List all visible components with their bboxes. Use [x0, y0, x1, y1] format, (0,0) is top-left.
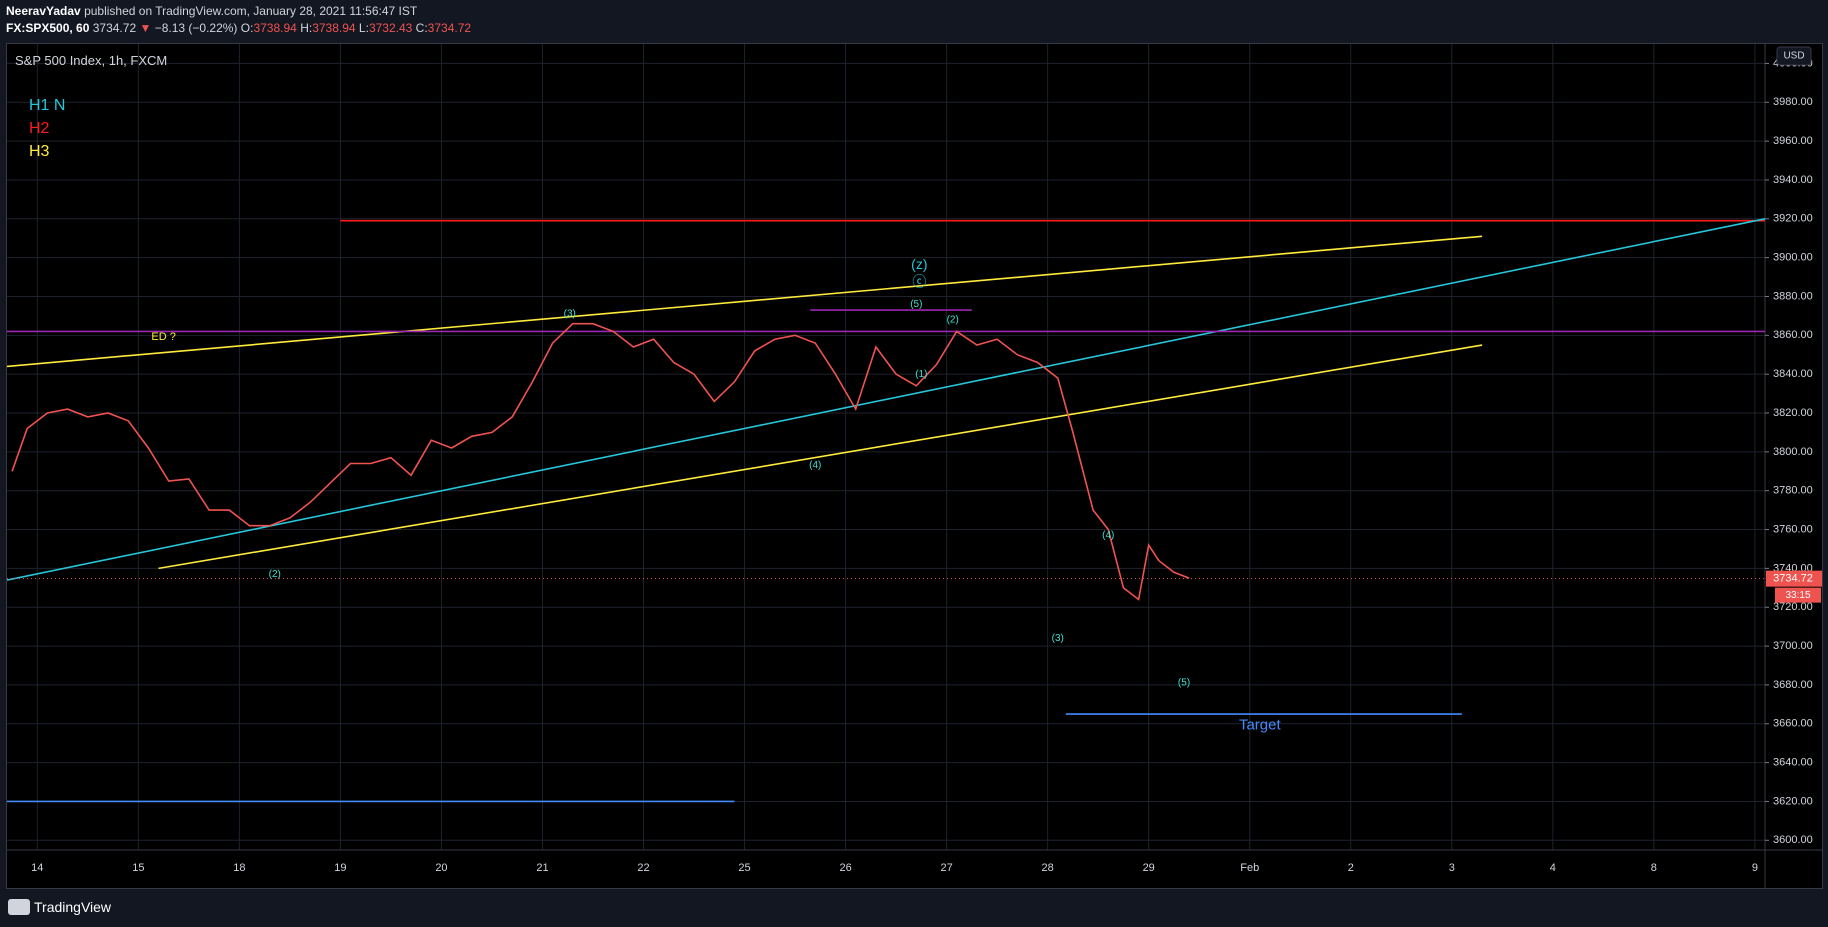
- x-tick-label: 9: [1752, 862, 1758, 874]
- y-tick-label: 3760.00: [1773, 523, 1813, 535]
- x-tick-label: 18: [233, 862, 245, 874]
- high-value: 3738.94: [312, 21, 356, 35]
- countdown-badge: [1775, 587, 1821, 603]
- low-label: L:: [358, 21, 369, 35]
- last-price-label: 3734.72: [1773, 573, 1813, 585]
- footer: TradingView: [0, 889, 1828, 927]
- publish-text: published on TradingView.com, January 28…: [80, 4, 418, 18]
- y-tick-label: 3820.00: [1773, 407, 1813, 419]
- wave-label: (4): [1102, 530, 1114, 541]
- x-tick-label: 2: [1348, 862, 1354, 874]
- low-value: 3732.43: [368, 21, 413, 35]
- x-tick-label: 15: [132, 862, 144, 874]
- x-tick-label: 22: [637, 862, 649, 874]
- publish-info: NeeravYadav published on TradingView.com…: [6, 4, 417, 18]
- open-label: O:: [240, 21, 254, 35]
- x-tick-label: 27: [940, 862, 952, 874]
- y-tick-label: 3900.00: [1773, 252, 1813, 264]
- ohlc-line: FX:SPX500, 60 3734.72 ▼ −8.13 (−0.22%) O…: [6, 21, 471, 35]
- symbol-name: FX:SPX500, 60: [6, 21, 90, 35]
- last-price-badge: [1766, 570, 1822, 587]
- x-tick-label: 21: [536, 862, 548, 874]
- x-tick-label: 25: [738, 862, 750, 874]
- legend-item: H3: [29, 143, 50, 160]
- y-tick-label: 3720.00: [1773, 601, 1813, 613]
- y-tick-label: 3840.00: [1773, 368, 1813, 380]
- open-value: 3738.94: [253, 21, 297, 35]
- x-tick-label: 14: [31, 862, 43, 874]
- chart-area[interactable]: 3600.00 3620.00 3640.00 3660.00 3680.00 3700.…: [6, 43, 1823, 889]
- wave-label: (3): [564, 309, 576, 320]
- x-tick-label: 28: [1042, 862, 1054, 874]
- price-change: −8.13 (−0.22%): [154, 21, 238, 35]
- close-value: 3734.72: [427, 21, 472, 35]
- annotation-label: (z): [911, 256, 927, 272]
- legend-item: H1 N: [29, 97, 65, 114]
- y-tick-label: 3600.00: [1773, 834, 1813, 846]
- wave-label: (3): [1052, 633, 1064, 644]
- y-tick-label: 3700.00: [1773, 640, 1813, 652]
- brand-name[interactable]: TradingView: [34, 899, 112, 915]
- x-tick-label: 8: [1651, 862, 1657, 874]
- wave-label: (1): [915, 369, 927, 380]
- close-label: C:: [415, 21, 428, 35]
- y-tick-label: 3960.00: [1773, 135, 1813, 147]
- high-label: H:: [300, 21, 313, 35]
- down-arrow-icon: ▼: [139, 21, 152, 35]
- price-plot[interactable]: 3600.00 3620.00 3640.00 3660.00 3680.00 3700.…: [7, 44, 1822, 888]
- wave-label: (5): [910, 299, 922, 310]
- annotation-label: Target: [1239, 717, 1282, 734]
- x-tick-label: 26: [839, 862, 851, 874]
- y-tick-label: 3940.00: [1773, 174, 1813, 186]
- trend-line-cyan[interactable]: [7, 218, 1766, 581]
- chart-header: NeeravYadav published on TradingView.com…: [0, 0, 1828, 42]
- y-tick-label: 3660.00: [1773, 718, 1813, 730]
- wave-label: (2): [269, 569, 281, 580]
- countdown-label: 33:15: [1785, 590, 1810, 601]
- price-series: [11, 322, 1190, 601]
- tradingview-logo-icon[interactable]: [8, 899, 30, 915]
- annotation-label: ⓒ: [912, 274, 926, 290]
- y-tick-label: 3920.00: [1773, 213, 1813, 225]
- trend-line-yellow[interactable]: [158, 344, 1483, 570]
- x-tick-label: 29: [1143, 862, 1155, 874]
- y-tick-label: 3860.00: [1773, 329, 1813, 341]
- annotation-label: ED ?: [151, 331, 175, 343]
- y-tick-label: 3640.00: [1773, 757, 1813, 769]
- y-tick-label: 3780.00: [1773, 485, 1813, 497]
- wave-label: (2): [947, 314, 959, 325]
- price-axis[interactable]: [1765, 44, 1822, 888]
- wave-label: (5): [1178, 678, 1190, 689]
- y-tick-label: 3800.00: [1773, 446, 1813, 458]
- y-tick-label: 3880.00: [1773, 290, 1813, 302]
- y-tick-label: 3980.00: [1773, 96, 1813, 108]
- x-tick-label: 4: [1550, 862, 1556, 874]
- currency-label: USD: [1783, 51, 1804, 62]
- y-tick-label: 3680.00: [1773, 679, 1813, 691]
- trend-line-yellow[interactable]: [7, 235, 1483, 368]
- currency-tag[interactable]: [1776, 46, 1812, 66]
- x-tick-label: 19: [334, 862, 346, 874]
- chart-title: S&P 500 Index, 1h, FXCM: [15, 53, 168, 68]
- legend-item: H2: [29, 120, 50, 137]
- y-tick-label: 3620.00: [1773, 795, 1813, 807]
- x-tick-label: Feb: [1240, 862, 1259, 874]
- x-tick-label: 20: [435, 862, 447, 874]
- wave-label: (4): [809, 460, 821, 471]
- x-tick-label: 3: [1449, 862, 1455, 874]
- last-price: 3734.72: [92, 21, 137, 35]
- author-name[interactable]: NeeravYadav: [6, 4, 81, 18]
